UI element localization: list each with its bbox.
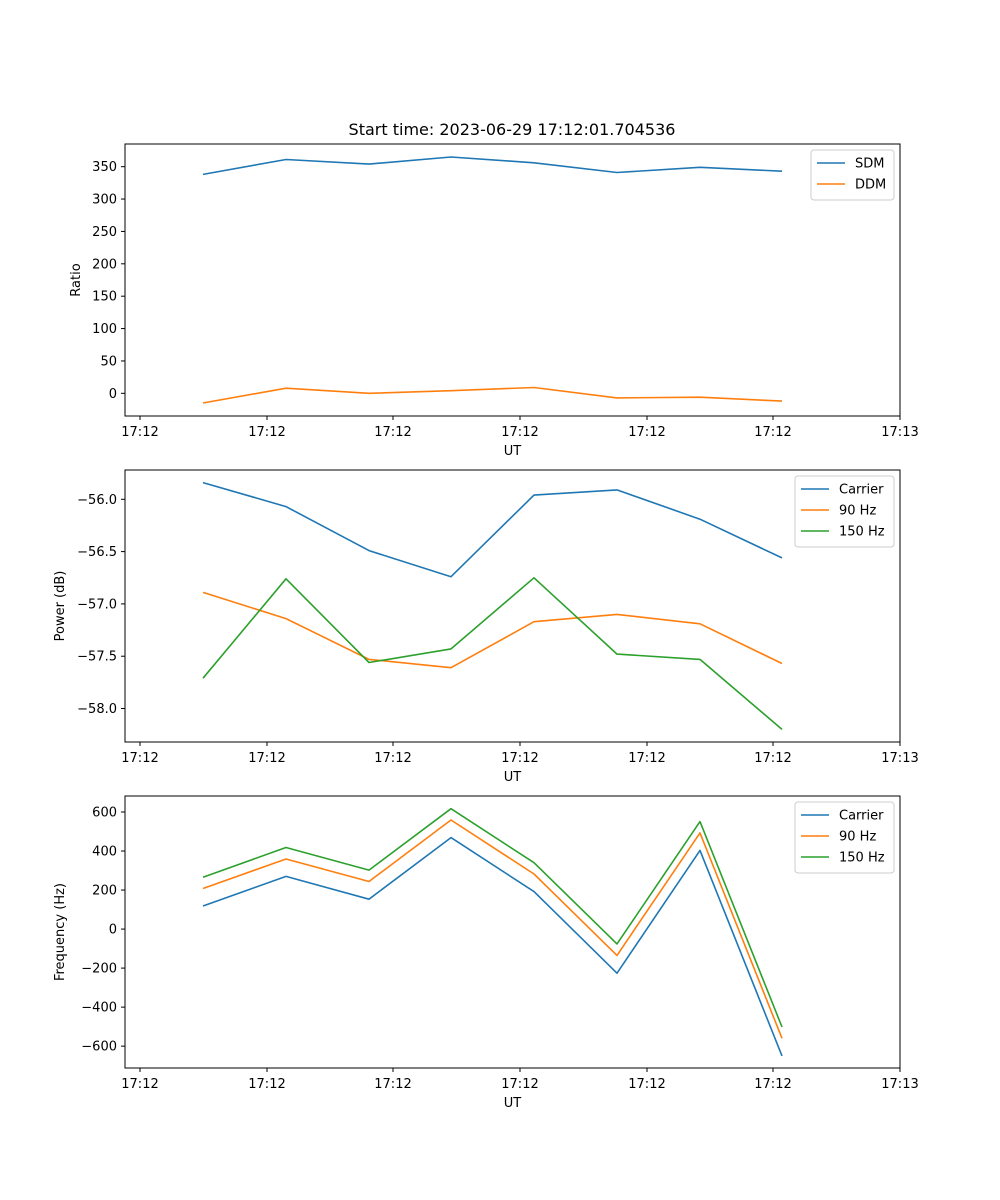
panel-3: −600 −400 −200 0 200 400 600 17:12 17:12 17:12 17:…	[53, 795, 919, 1111]
y-axis-label: Ratio	[69, 263, 84, 296]
legend-label: Carrier	[839, 809, 884, 824]
x-tick-label: 17:12	[754, 425, 791, 440]
axes-frame	[124, 143, 901, 417]
x-tick-label: 17:12	[374, 751, 411, 766]
series-line-90-hz	[202, 591, 783, 669]
legend-label: 150 Hz	[839, 525, 885, 540]
y-tick-label: −56.0	[77, 493, 117, 508]
y-tick-label: −58.0	[77, 702, 117, 717]
y-tick-label: 150	[92, 290, 117, 305]
figure-title: Start time: 2023-06-29 17:12:01.704536	[349, 120, 676, 139]
legend-label: SDM	[855, 157, 884, 172]
panel-2: −58.0 −57.5 −57.0 −56.5 −56.0 17:12 17:12 17:12…	[53, 469, 919, 785]
y-tick-label: 0	[109, 923, 117, 938]
x-tick-label: 17:12	[628, 1077, 665, 1092]
y-tick-label: −200	[81, 962, 117, 977]
x-tick-label: 17:13	[881, 751, 918, 766]
y-tick-label: −400	[81, 1001, 117, 1016]
x-tick-label: 17:12	[121, 751, 158, 766]
y-tick-label: 200	[92, 257, 117, 272]
legend-label: 150 Hz	[839, 851, 885, 866]
legend-label: Carrier	[839, 483, 884, 498]
x-tick-label: 17:12	[248, 425, 285, 440]
series-line-150-hz	[202, 807, 783, 1028]
y-tick-label: 0	[109, 387, 117, 402]
x-tick-label: 17:13	[881, 425, 918, 440]
x-tick-label: 17:12	[501, 751, 538, 766]
y-tick-label: 300	[92, 193, 117, 208]
legend-box	[794, 801, 895, 874]
series-line-ddm	[202, 386, 783, 404]
series-line-carrier	[202, 836, 783, 1057]
y-tick-label: −57.5	[77, 650, 117, 665]
x-axis-label: UT	[504, 1096, 522, 1111]
legend: SDM DDM	[810, 149, 895, 201]
x-tick-label: 17:13	[881, 1077, 918, 1092]
x-axis-label: UT	[504, 770, 522, 785]
y-tick-label: 100	[92, 322, 117, 337]
y-tick-label: 250	[92, 225, 117, 240]
x-tick-label: 17:12	[248, 1077, 285, 1092]
x-tick-label: 17:12	[754, 1077, 791, 1092]
y-axis-label: Power (dB)	[53, 571, 68, 642]
y-tick-label: 350	[92, 160, 117, 175]
axes-frame	[124, 795, 901, 1069]
x-tick-label: 17:12	[121, 425, 158, 440]
x-tick-label: 17:12	[501, 1077, 538, 1092]
x-tick-label: 17:12	[121, 1077, 158, 1092]
axes-frame	[124, 469, 901, 743]
y-tick-label: −600	[81, 1040, 117, 1055]
x-tick-label: 17:12	[248, 751, 285, 766]
x-tick-label: 17:12	[501, 425, 538, 440]
y-tick-label: 600	[92, 806, 117, 821]
legend-box	[794, 475, 895, 548]
series-line-carrier	[202, 481, 783, 578]
y-tick-label: 200	[92, 884, 117, 899]
x-tick-label: 17:12	[374, 425, 411, 440]
legend-label: 90 Hz	[839, 830, 876, 845]
y-tick-label: 400	[92, 845, 117, 860]
series-line-150-hz	[202, 576, 783, 731]
series-line-sdm	[202, 156, 783, 176]
x-tick-label: 17:12	[754, 751, 791, 766]
legend-label: 90 Hz	[839, 504, 876, 519]
y-tick-label: −57.0	[77, 597, 117, 612]
panel-1: 0 50 100 150 200 250 300 350 17:12 17:12 17:12 17:1…	[69, 143, 919, 459]
legend-label: DDM	[855, 178, 886, 193]
y-tick-label: −56.5	[77, 545, 117, 560]
x-axis-label: UT	[504, 444, 522, 459]
series-line-90-hz	[202, 819, 783, 1039]
legend: Carrier 90 Hz 150 Hz	[794, 801, 895, 874]
panels: 0 50 100 150 200 250 300 350 17:12 17:12 17:12 17:1…	[53, 143, 919, 1111]
x-tick-label: 17:12	[628, 751, 665, 766]
y-axis-label: Frequency (Hz)	[53, 883, 68, 981]
y-tick-label: 50	[100, 354, 117, 369]
x-tick-label: 17:12	[628, 425, 665, 440]
x-tick-label: 17:12	[374, 1077, 411, 1092]
legend: Carrier 90 Hz 150 Hz	[794, 475, 895, 548]
